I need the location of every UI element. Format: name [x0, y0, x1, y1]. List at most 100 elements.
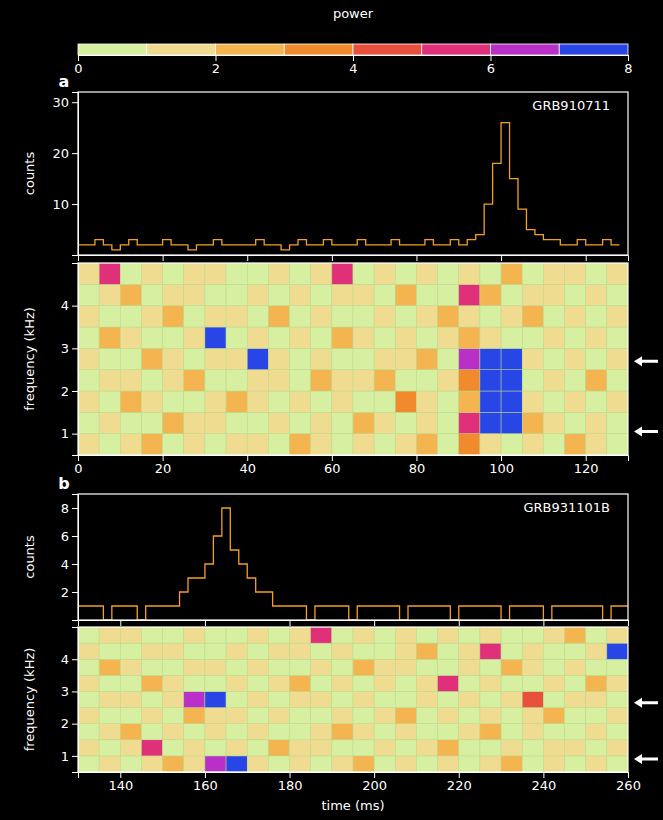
heatmap-cell: [501, 412, 522, 433]
heatmap-cell: [120, 284, 141, 305]
y-axis: 1234: [61, 264, 79, 456]
plot-background: [78, 627, 628, 772]
heatmap-cell: [459, 675, 480, 691]
heatmap-cell: [78, 691, 99, 707]
axis-line: [79, 56, 629, 62]
heatmap-cell: [120, 724, 141, 740]
heatmap-cell: [522, 643, 543, 659]
heatmap-cell: [78, 756, 99, 772]
heatmap-cell: [290, 263, 311, 284]
heatmap-cell: [226, 756, 247, 772]
tick-mark: [72, 659, 78, 660]
heatmap-cell: [416, 391, 437, 412]
tick-mark: [501, 455, 502, 461]
heatmap-cell: [501, 327, 522, 348]
arrow: [634, 356, 658, 366]
colorbar-segment: [559, 44, 628, 55]
heatmap-cell: [311, 675, 332, 691]
heatmap-cell: [268, 284, 289, 305]
x-tick: 100: [489, 455, 514, 476]
heatmap-cell: [438, 391, 459, 412]
heatmap-cell: [163, 724, 184, 740]
heatmap-cell: [290, 740, 311, 756]
heatmap-cell: [374, 348, 395, 369]
arrow: [634, 427, 658, 437]
heatmap-cell: [395, 327, 416, 348]
heatmap-cell: [290, 708, 311, 724]
heatmap-cell: [353, 306, 374, 327]
heatmap-cell: [353, 756, 374, 772]
tick-label: 100: [489, 461, 514, 476]
heatmap-cell: [205, 756, 226, 772]
heatmap-cell: [543, 306, 564, 327]
heatmap-cell: [311, 263, 332, 284]
heatmap-cell: [163, 756, 184, 772]
x-tick: [247, 255, 248, 261]
tick-mark: [374, 620, 375, 626]
tick-mark: [374, 772, 375, 778]
heatmap-cell: [99, 659, 120, 675]
heatmap-cell: [416, 691, 437, 707]
heatmap-cell: [353, 643, 374, 659]
heatmap-cell: [332, 327, 353, 348]
heatmap-cell: [416, 659, 437, 675]
heatmap-cell: [416, 327, 437, 348]
heatmap-cell: [353, 434, 374, 455]
heatmap-cell: [480, 643, 501, 659]
heatmap-cell: [607, 263, 628, 284]
heatmap-cell: [332, 627, 353, 643]
tick-label: 220: [447, 778, 472, 793]
y-tick: 4: [61, 557, 78, 572]
heatmap-cell: [205, 434, 226, 455]
heatmap-cell: [78, 434, 99, 455]
heatmap-cell: [565, 659, 586, 675]
heatmap-cell: [395, 724, 416, 740]
heatmap-cell: [480, 659, 501, 675]
heatmap-cell: [99, 675, 120, 691]
heatmap-cell: [607, 691, 628, 707]
heatmap-cell: [480, 391, 501, 412]
heatmap-cell: [480, 675, 501, 691]
heatmap-cell: [586, 348, 607, 369]
heatmap-cell: [247, 434, 268, 455]
heatmap-cell: [459, 627, 480, 643]
colorbar-tick: 0: [74, 55, 82, 76]
heatmap-cell: [290, 391, 311, 412]
heatmap-cell: [395, 434, 416, 455]
x-tick: 20: [155, 455, 172, 476]
heatmap-cell: [78, 306, 99, 327]
heatmap-cell: [247, 306, 268, 327]
heatmap-cell: [543, 627, 564, 643]
heatmap-cell: [543, 327, 564, 348]
heatmap-cell: [290, 434, 311, 455]
tick-mark: [72, 434, 78, 435]
heatmap-cell: [332, 724, 353, 740]
tick-mark: [205, 772, 206, 778]
heatmap-cell: [120, 327, 141, 348]
panel: 102030countsGRB910711a: [22, 72, 629, 261]
heatmap-cell: [268, 327, 289, 348]
heatmap-cell: [543, 412, 564, 433]
heatmap-cell: [543, 263, 564, 284]
heatmap-cell: [332, 675, 353, 691]
heatmap-cell: [311, 724, 332, 740]
heatmap-cell: [290, 691, 311, 707]
heatmap-cell: [268, 263, 289, 284]
heatmap-cell: [184, 659, 205, 675]
tick-label: 2: [61, 716, 69, 731]
heatmap-cell: [353, 327, 374, 348]
heatmap-cell: [480, 691, 501, 707]
heatmap-cell: [163, 627, 184, 643]
heatmap-cell: [353, 659, 374, 675]
tick-mark: [501, 255, 502, 261]
tick-mark: [72, 536, 78, 537]
y-tick: 2: [61, 585, 78, 600]
plot-background: [78, 263, 628, 455]
x-tick: [586, 255, 587, 261]
colorbar-tick: 2: [212, 55, 220, 76]
heatmap-cell: [607, 675, 628, 691]
heatmap-cell: [501, 263, 522, 284]
x-tick: [543, 620, 544, 626]
heatmap-cell: [226, 724, 247, 740]
arrow: [634, 754, 658, 764]
